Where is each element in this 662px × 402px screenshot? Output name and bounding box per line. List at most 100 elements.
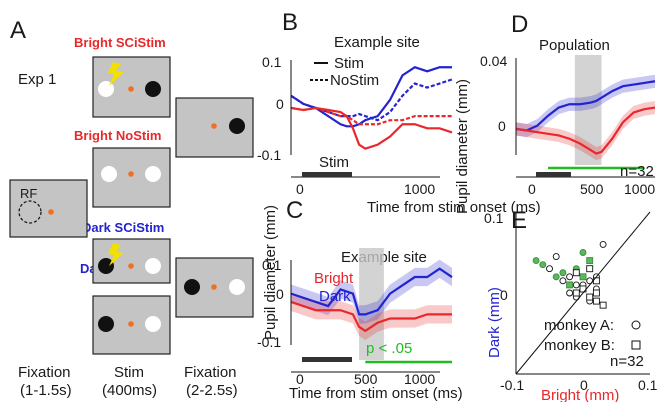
point-monkey-a bbox=[559, 269, 567, 277]
rf-label: RF bbox=[20, 186, 37, 201]
point-monkey-a bbox=[546, 265, 553, 273]
point-monkey-b bbox=[586, 257, 594, 265]
lightning-icon bbox=[108, 243, 124, 266]
panel-c-plot bbox=[290, 248, 453, 364]
panel-b: B Example site Stim NoStim 0.1 0 -0.1 0 … bbox=[257, 9, 453, 197]
phase-3-line1: Fixation bbox=[184, 364, 237, 381]
point-monkey-a bbox=[566, 273, 574, 281]
c-xtick-500: 500 bbox=[354, 371, 378, 387]
e-n-label: n=32 bbox=[610, 353, 644, 370]
point-monkey-b bbox=[572, 289, 580, 297]
series-line-dark-0 bbox=[515, 80, 656, 132]
c-xtick-0: 0 bbox=[296, 371, 304, 387]
point-monkey-a bbox=[572, 281, 580, 289]
panel-d-axes: 0.04 0 0 500 1000 n=32 bbox=[480, 53, 655, 197]
exp-label: Exp 1 bbox=[18, 71, 56, 88]
panel-d-letter: D bbox=[511, 11, 528, 38]
series-line-bright-1 bbox=[515, 106, 656, 155]
point-monkey-a bbox=[532, 257, 540, 265]
point-monkey-a bbox=[559, 277, 567, 285]
point-monkey-b bbox=[599, 301, 607, 309]
screen-bright-scistim bbox=[92, 56, 171, 118]
e-legend-a: monkey A: bbox=[544, 317, 614, 334]
panel-b-plot bbox=[290, 66, 453, 150]
b-xlabel: Time from stim onset (ms) bbox=[367, 199, 541, 216]
b-stim-bar bbox=[302, 172, 352, 177]
b-xtick-1000: 1000 bbox=[404, 181, 435, 197]
e-legend-a-marker bbox=[631, 320, 641, 330]
c-xlabel: Time from stim onset (ms) bbox=[289, 385, 463, 402]
panel-c: C Example site Bright Dark 0.1 0 -0.1 0 … bbox=[257, 197, 463, 402]
series-band-dark bbox=[291, 259, 452, 324]
panel-c-axes: 0.1 0 -0.1 0 500 1000 p < .05 bbox=[257, 257, 440, 387]
series-line-stim-2 bbox=[290, 106, 453, 150]
series-line-dark-0 bbox=[290, 267, 453, 316]
series-line-nostim-1 bbox=[290, 78, 453, 122]
panel-e-plot bbox=[532, 240, 607, 309]
point-monkey-a bbox=[566, 289, 574, 297]
panel-c-title: Example site bbox=[341, 249, 427, 266]
series-band-bright bbox=[291, 292, 452, 341]
panel-b-axes: 0.1 0 -0.1 0 1000 Stim bbox=[257, 54, 440, 197]
c-stim-bar bbox=[302, 357, 352, 362]
label-bright-scistim: Bright SCiStim bbox=[74, 35, 166, 50]
series-line-nostim-3 bbox=[290, 106, 452, 126]
legend-dark: Dark bbox=[319, 288, 351, 305]
d-ytick-top: 0.04 bbox=[480, 53, 507, 69]
screen-post-dark bbox=[175, 257, 254, 318]
point-monkey-b bbox=[586, 265, 594, 273]
phase-2-line2: (400ms) bbox=[102, 382, 157, 399]
panel-b-title: Example site bbox=[334, 34, 420, 51]
c-sig-label: p < .05 bbox=[366, 340, 412, 357]
point-monkey-a bbox=[539, 261, 547, 269]
b-xtick-0: 0 bbox=[296, 181, 304, 197]
point-monkey-b bbox=[586, 293, 594, 301]
panel-e-axes: 0.1 0 -0.1 0 0.1 Bright (mm) Dark (mm) m… bbox=[484, 210, 658, 402]
c-ytick-bot: -0.1 bbox=[257, 334, 281, 350]
legend-nostim: NoStim bbox=[330, 72, 379, 89]
series-band-bright bbox=[516, 100, 655, 161]
unity-line bbox=[515, 211, 651, 375]
screen-fixation-1 bbox=[9, 179, 88, 238]
b-ytick-bot: -0.1 bbox=[257, 147, 281, 163]
panel-d-title: Population bbox=[539, 37, 610, 54]
panel-d-plot bbox=[515, 55, 656, 170]
c-xtick-1000: 1000 bbox=[404, 371, 435, 387]
d-n-label: n=32 bbox=[620, 163, 654, 180]
point-monkey-b bbox=[579, 273, 587, 281]
rf-circle bbox=[18, 200, 42, 224]
series-line-bright-1 bbox=[290, 300, 452, 333]
point-monkey-b bbox=[592, 289, 600, 297]
series-band-dark bbox=[516, 74, 655, 138]
e-xtick-left: -0.1 bbox=[500, 377, 524, 393]
e-legend-b-marker bbox=[631, 340, 641, 350]
panel-e: E 0.1 0 -0.1 0 0.1 Bright (mm) Dark (mm)… bbox=[484, 207, 658, 402]
panel-b-legend: Stim NoStim bbox=[310, 55, 379, 89]
d-xtick-1000: 1000 bbox=[624, 181, 655, 197]
point-monkey-b bbox=[592, 297, 600, 305]
panel-d: D Population 0.04 0 0 500 1000 n=32 bbox=[480, 11, 655, 197]
shaded-window bbox=[359, 248, 384, 360]
e-xtick-right: 0.1 bbox=[638, 377, 658, 393]
fixation-dot bbox=[48, 209, 54, 215]
label-dark-scistim: Dark SCiStim bbox=[82, 220, 164, 235]
b-ytick-mid: 0 bbox=[276, 96, 284, 112]
c-ytick-top: 0.1 bbox=[262, 257, 282, 273]
shaded-window bbox=[574, 55, 602, 165]
phase-3-line2: (2-2.5s) bbox=[186, 382, 238, 399]
point-monkey-b bbox=[566, 281, 574, 289]
e-xtick-mid: 0 bbox=[580, 377, 588, 393]
legend-bright: Bright bbox=[314, 270, 354, 287]
e-xlabel: Bright (mm) bbox=[541, 387, 619, 402]
phase-1-line2: (1-1.5s) bbox=[20, 382, 72, 399]
point-monkey-a bbox=[552, 273, 560, 281]
e-ytick-mid: 0 bbox=[500, 287, 508, 303]
screen-bright-nostim bbox=[92, 147, 171, 208]
series-line-stim-0 bbox=[290, 66, 452, 128]
lightning-icon bbox=[108, 62, 124, 86]
panel-a: A Exp 1 Bright SCiStim Bright NoStim Dar… bbox=[9, 17, 254, 399]
screen-dark-nostim bbox=[92, 295, 171, 355]
e-ytick-top: 0.1 bbox=[484, 210, 504, 226]
b-ylabel: Pupil diameter (mm) bbox=[454, 79, 471, 214]
